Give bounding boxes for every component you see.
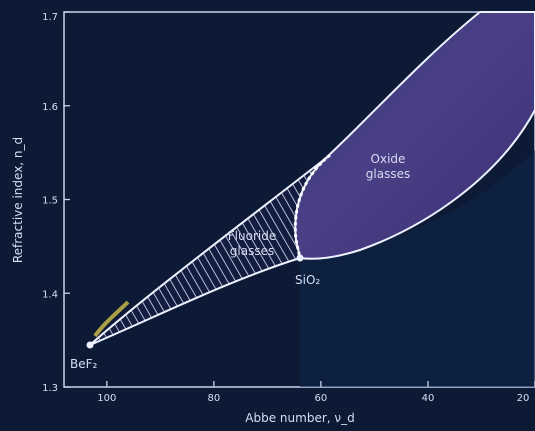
bef2-point (86, 341, 94, 349)
oxide-label-line1: Oxide (371, 152, 406, 166)
y-tick-label: 1.5 (42, 196, 58, 207)
x-tick-label: 40 (422, 393, 435, 404)
y-axis-ticks: 1.3 1.4 1.5 1.6 1.7 (42, 11, 70, 394)
y-axis-label: Refractive index, n_d (11, 137, 25, 263)
sio2-point (296, 254, 304, 262)
x-tick-label: 100 (97, 393, 116, 404)
x-tick-label: 80 (207, 393, 220, 404)
lower-field (300, 150, 535, 387)
y-tick-label: 1.6 (42, 102, 58, 113)
fluoride-label-line1: Fluoride (228, 229, 276, 243)
y-tick-label: 1.3 (42, 383, 58, 394)
x-axis-label: Abbe number, ν_d (245, 411, 354, 425)
fluoride-label-line2: glasses (230, 244, 274, 258)
bef2-tip-accent (93, 300, 130, 338)
sio2-label: SiO₂ (295, 273, 320, 287)
x-axis-ticks: 100 80 60 40 20 (97, 381, 535, 404)
bef2-label: BeF₂ (70, 357, 98, 371)
oxide-label-line2: glasses (366, 167, 410, 181)
x-tick-label: 20 (517, 393, 530, 404)
x-tick-label: 60 (315, 393, 328, 404)
y-tick-label: 1.4 (42, 289, 58, 300)
y-tick-label: 1.7 (42, 12, 58, 23)
